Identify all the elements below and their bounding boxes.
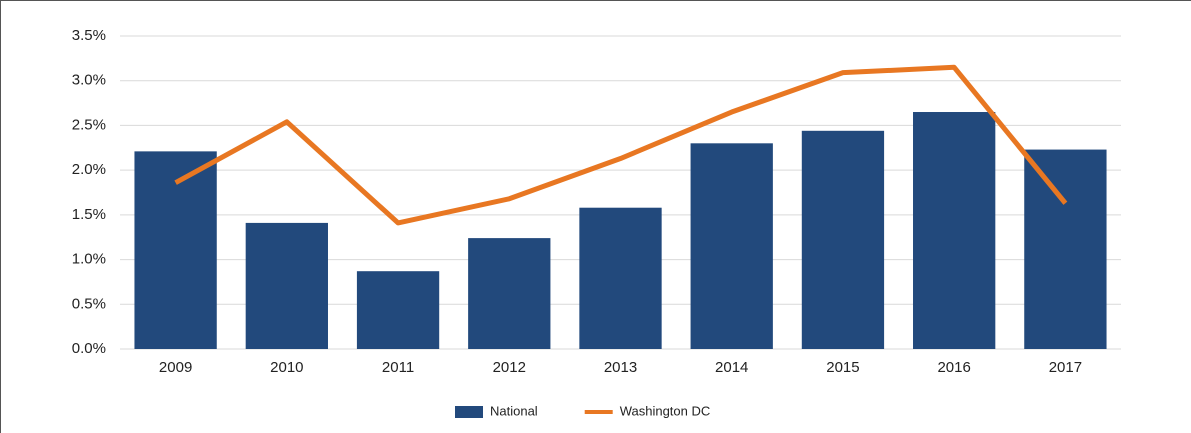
legend-swatch (455, 406, 483, 418)
y-tick-label: 3.5% (72, 27, 106, 44)
bar (690, 143, 773, 349)
bar (356, 271, 440, 349)
bar (134, 151, 217, 349)
x-tick-label: 2011 (382, 359, 414, 376)
bar (245, 222, 328, 349)
bar (913, 112, 996, 349)
bar (468, 238, 551, 349)
y-tick-label: 0.0% (72, 340, 106, 357)
legend-label: National (490, 403, 538, 418)
y-tick-label: 0.5% (72, 295, 106, 312)
x-tick-label: 2016 (937, 359, 970, 376)
legend-label: Washington DC (620, 403, 711, 418)
x-tick-label: 2014 (715, 359, 748, 376)
bar (579, 207, 662, 349)
line (174, 64, 1068, 226)
y-tick-label: 1.5% (72, 206, 106, 223)
bar (1024, 149, 1107, 349)
x-tick-label: 2009 (159, 359, 192, 376)
y-tick-label: 2.0% (72, 161, 106, 178)
x-tick-label: 2015 (826, 359, 859, 376)
y-tick-label: 3.0% (72, 72, 106, 89)
x-tick-label: 2017 (1049, 359, 1082, 376)
x-tick-label: 2012 (493, 359, 526, 376)
x-tick-label: 2010 (270, 359, 303, 376)
y-tick-label: 1.0% (72, 251, 106, 268)
x-tick-label: 2013 (604, 359, 637, 376)
y-tick-label: 2.5% (72, 116, 106, 133)
bar (801, 130, 885, 349)
